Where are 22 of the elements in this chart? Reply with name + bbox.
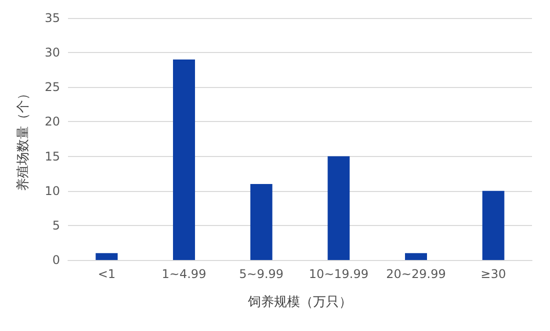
y-tick-label: 20: [44, 114, 60, 129]
bar: [250, 184, 272, 260]
y-tick-label: 10: [44, 184, 60, 198]
bar: [482, 190, 504, 260]
y-tick-label: 30: [44, 46, 60, 60]
x-tick-label: 20~29.99: [386, 267, 446, 281]
bar: [405, 253, 427, 260]
y-tick-label: 15: [44, 149, 60, 164]
y-tick-label: 35: [44, 11, 60, 25]
x-axis-title: 饲养规模（万只）: [247, 294, 352, 310]
x-tick-label: 5~9.99: [239, 267, 284, 281]
bar: [173, 59, 195, 260]
x-tick-label: ≥30: [480, 267, 506, 281]
y-tick-label: 25: [44, 80, 60, 94]
bar: [96, 253, 118, 260]
y-tick-label: 0: [52, 253, 60, 267]
y-axis-title: 养殖场数量（个）: [15, 87, 31, 191]
x-tick-label: <1: [98, 267, 116, 281]
x-tick-label: 1~4.99: [162, 267, 206, 281]
x-tick-label: 10~19.99: [308, 267, 369, 281]
y-tick-label: 5: [52, 218, 60, 232]
bar: [328, 156, 350, 260]
